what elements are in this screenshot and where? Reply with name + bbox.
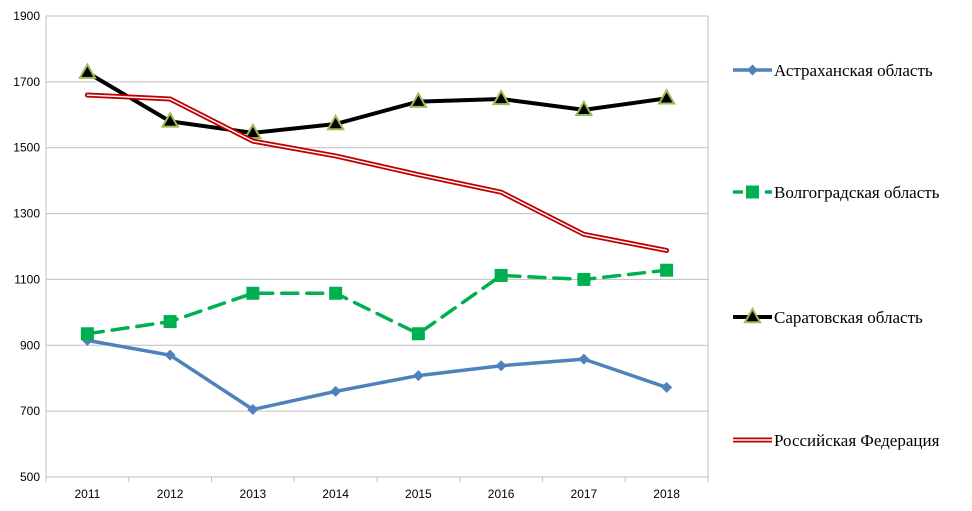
series-1 — [80, 263, 674, 341]
legend-label: Российская Федерация — [774, 431, 940, 450]
data-point — [163, 315, 177, 329]
x-tick-label: 2017 — [571, 487, 598, 501]
data-point — [577, 272, 591, 286]
legend-label: Саратовская область — [774, 308, 923, 327]
data-point — [661, 381, 673, 393]
series-line — [85, 70, 669, 135]
legend-item-2: Саратовская область — [733, 306, 923, 327]
y-tick-label: 700 — [20, 404, 40, 418]
legend-label: Волгоградская область — [774, 183, 940, 202]
data-point — [247, 403, 259, 415]
data-point — [743, 306, 762, 324]
series-3 — [84, 92, 670, 253]
data-point — [326, 114, 345, 131]
data-point — [746, 185, 759, 199]
data-point — [491, 88, 511, 106]
legend-item-3: Российская Федерация — [733, 431, 940, 450]
data-point — [243, 122, 263, 140]
series-line-inner — [86, 94, 668, 252]
data-point — [78, 62, 97, 79]
legend-item-0: Астраханская область — [733, 61, 933, 80]
data-point — [660, 263, 674, 277]
data-point — [494, 268, 508, 282]
data-point — [409, 91, 428, 108]
x-tick-label: 2013 — [240, 487, 267, 501]
series-line — [85, 338, 669, 412]
legend-item-1: Волгоградская область — [733, 183, 940, 202]
data-point — [412, 370, 424, 382]
y-tick-label: 1300 — [13, 207, 40, 221]
x-tick-label: 2016 — [488, 487, 515, 501]
y-tick-label: 1500 — [13, 141, 40, 155]
x-tick-label: 2014 — [322, 487, 349, 501]
data-point — [329, 286, 343, 300]
data-point — [574, 99, 594, 117]
data-point — [164, 349, 176, 361]
data-point — [80, 327, 94, 341]
data-point — [495, 360, 507, 372]
data-point — [657, 88, 676, 105]
x-tick-label: 2012 — [157, 487, 184, 501]
gridlines — [46, 15, 708, 478]
y-tick-label: 1900 — [13, 9, 40, 23]
x-tick-label: 2011 — [74, 487, 100, 501]
y-tick-label: 1700 — [13, 75, 40, 89]
x-tick-label: 2015 — [405, 487, 432, 501]
data-point — [246, 286, 260, 300]
data-point — [411, 327, 425, 341]
data-point — [330, 385, 342, 397]
x-tick-label: 2018 — [653, 487, 680, 501]
series-line — [84, 92, 670, 253]
legend-label: Астраханская область — [774, 61, 933, 80]
data-point — [747, 64, 758, 76]
y-tick-label: 900 — [20, 338, 40, 352]
series-line — [85, 268, 669, 336]
series-2 — [78, 62, 676, 140]
y-tick-label: 500 — [20, 470, 40, 484]
data-point — [578, 353, 590, 365]
y-tick-label: 1100 — [14, 272, 40, 286]
data-point — [160, 111, 180, 128]
series-0 — [81, 334, 673, 415]
